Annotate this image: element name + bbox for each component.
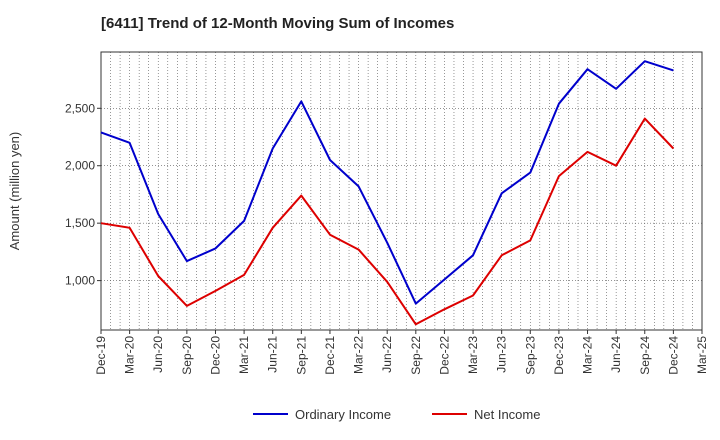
x-tick-label: Dec-19 — [94, 336, 108, 375]
y-tick-label: 2,500 — [65, 101, 95, 115]
y-tick-label: 1,000 — [65, 274, 95, 288]
x-tick-label: Jun-20 — [151, 336, 165, 373]
x-tick-label: Jun-22 — [380, 336, 394, 373]
x-axis: Dec-19 Mar-20 Jun-20 Sep-20 Dec-20 Mar-21 Jun-… — [94, 330, 709, 375]
x-tick-label: Mar-25 — [695, 336, 709, 374]
x-tick-label: Sep-21 — [294, 336, 308, 375]
x-tick-label: Sep-20 — [180, 336, 194, 375]
y-tick-label: 2,000 — [65, 159, 95, 173]
x-tick-label: Dec-24 — [666, 336, 680, 375]
y-axis: 1,000 1,500 2,000 2,500 — [65, 101, 101, 288]
x-tick-label: Dec-21 — [323, 336, 337, 375]
legend-label: Net Income — [474, 407, 540, 422]
legend: Ordinary Income Net Income — [253, 407, 540, 422]
x-tick-label: Dec-22 — [437, 336, 451, 375]
x-tick-label: Mar-21 — [237, 336, 251, 374]
x-tick-label: Jun-24 — [609, 336, 623, 373]
x-tick-label: Mar-20 — [123, 336, 137, 374]
chart-title: [6411] Trend of 12-Month Moving Sum of I… — [101, 15, 455, 32]
plot-area — [100, 51, 703, 331]
legend-label: Ordinary Income — [295, 407, 391, 422]
x-tick-label: Mar-24 — [581, 336, 595, 374]
x-tick-label: Sep-23 — [523, 336, 537, 375]
y-tick-label: 1,500 — [65, 216, 95, 230]
x-tick-label: Dec-23 — [552, 336, 566, 375]
x-tick-label: Mar-23 — [466, 336, 480, 374]
x-tick-label: Sep-22 — [409, 336, 423, 375]
x-tick-label: Jun-23 — [495, 336, 509, 373]
x-tick-label: Mar-22 — [352, 336, 366, 374]
series-line-net-income — [100, 117, 675, 326]
series-line-ordinary-income — [100, 60, 674, 305]
x-tick-label: Sep-24 — [638, 336, 652, 375]
x-tick-label: Jun-21 — [266, 336, 280, 373]
y-axis-label: Amount (million yen) — [7, 132, 22, 251]
series-layer — [100, 60, 675, 326]
x-tick-label: Dec-20 — [208, 336, 222, 375]
grid-lines — [101, 52, 702, 330]
